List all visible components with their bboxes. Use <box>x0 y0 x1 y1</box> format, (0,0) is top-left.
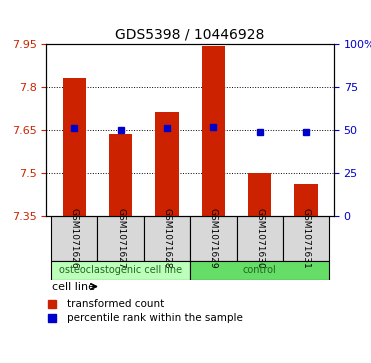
Text: cell line: cell line <box>52 282 95 291</box>
Text: GSM1071627: GSM1071627 <box>116 208 125 269</box>
FancyBboxPatch shape <box>283 216 329 261</box>
Bar <box>295 184 318 216</box>
FancyBboxPatch shape <box>51 261 190 280</box>
Bar <box>109 134 132 216</box>
Text: transformed count: transformed count <box>66 299 164 309</box>
Text: GSM1071626: GSM1071626 <box>70 208 79 269</box>
Bar <box>155 113 178 216</box>
FancyBboxPatch shape <box>190 216 237 261</box>
Text: osteoclastogenic cell line: osteoclastogenic cell line <box>59 265 182 276</box>
Text: GSM1071630: GSM1071630 <box>255 208 264 269</box>
FancyBboxPatch shape <box>144 216 190 261</box>
Bar <box>248 172 271 216</box>
Text: control: control <box>243 265 276 276</box>
FancyBboxPatch shape <box>190 261 329 280</box>
FancyBboxPatch shape <box>51 216 98 261</box>
Title: GDS5398 / 10446928: GDS5398 / 10446928 <box>115 27 265 41</box>
Text: percentile rank within the sample: percentile rank within the sample <box>66 313 242 323</box>
Text: GSM1071631: GSM1071631 <box>302 208 311 269</box>
Bar <box>202 46 225 216</box>
Bar <box>63 78 86 216</box>
Text: GSM1071629: GSM1071629 <box>209 208 218 269</box>
FancyBboxPatch shape <box>98 216 144 261</box>
FancyBboxPatch shape <box>237 216 283 261</box>
Text: GSM1071628: GSM1071628 <box>162 208 171 269</box>
